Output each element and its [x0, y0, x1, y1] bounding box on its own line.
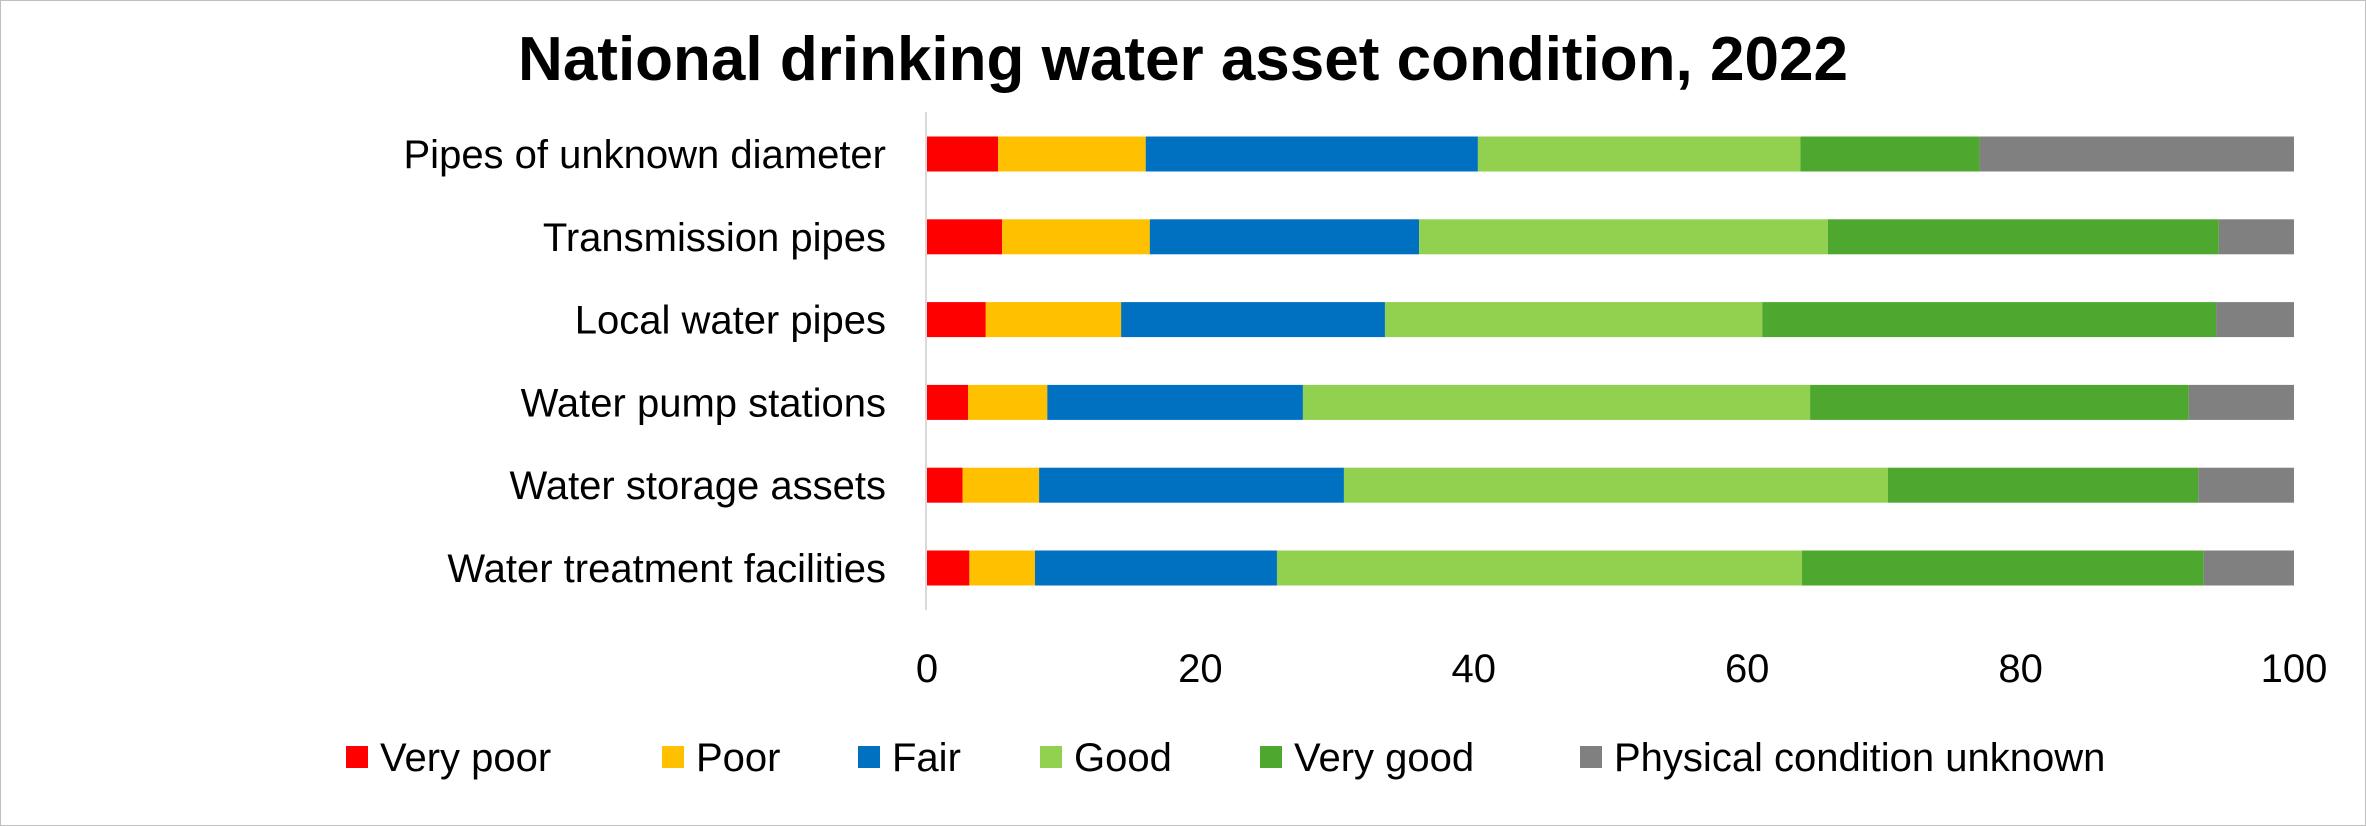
- bar-water-pump-stations-physical-condition-unknown: [2188, 384, 2294, 420]
- bar-local-water-pipes-poor: [985, 302, 1122, 338]
- x-tick-label: 40: [1452, 647, 1497, 691]
- x-tick-label: 60: [1725, 647, 1770, 691]
- bar-transmission-pipes-good: [1419, 219, 1828, 255]
- x-tick-label: 100: [2261, 647, 2328, 691]
- bar-transmission-pipes-very-good: [1827, 219, 2219, 255]
- bar-water-treatment-facilities-good: [1276, 550, 1802, 586]
- legend-swatch: [858, 746, 880, 768]
- legend-swatch: [1040, 746, 1062, 768]
- legend-label: Very good: [1294, 736, 1474, 780]
- bar-transmission-pipes-poor: [1002, 219, 1150, 255]
- category-label: Water pump stations: [521, 381, 886, 425]
- legend-label: Very poor: [380, 736, 551, 780]
- bar-water-pump-stations-very-poor: [927, 384, 969, 420]
- category-label: Transmission pipes: [543, 216, 886, 260]
- bar-local-water-pipes-good: [1384, 302, 1763, 338]
- x-axis-tick-labels: 0 20 40 60 80 100: [916, 647, 2328, 691]
- bar-water-pump-stations-fair: [1047, 384, 1303, 420]
- legend-item-poor: Poor: [662, 736, 781, 780]
- legend-swatch: [1260, 746, 1282, 768]
- legend-swatch: [1580, 746, 1602, 768]
- bar-pipes-of-unknown-diameter-poor: [998, 136, 1146, 172]
- legend-label: Poor: [696, 736, 781, 780]
- bar-pipes-of-unknown-diameter-very-good: [1800, 136, 1980, 172]
- legend-item-physical-condition-unknown: Physical condition unknown: [1580, 736, 2105, 780]
- legend-swatch: [346, 746, 368, 768]
- legend-label: Fair: [892, 736, 961, 780]
- bar-local-water-pipes-physical-condition-unknown: [2216, 302, 2294, 338]
- bar-transmission-pipes-physical-condition-unknown: [2218, 219, 2294, 255]
- x-tick-label: 0: [916, 647, 938, 691]
- category-labels: Pipes of unknown diameter Transmission pi…: [404, 133, 887, 591]
- bar-water-treatment-facilities-poor: [969, 550, 1035, 586]
- bar-water-storage-assets-very-good: [1888, 467, 2199, 503]
- bar-water-storage-assets-good: [1343, 467, 1889, 503]
- bar-water-treatment-facilities-very-good: [1801, 550, 2204, 586]
- legend-item-very-poor: Very poor: [346, 736, 551, 780]
- bar-transmission-pipes-very-poor: [927, 219, 1003, 255]
- legend-item-fair: Fair: [858, 736, 961, 780]
- bar-water-storage-assets-very-poor: [927, 467, 963, 503]
- category-label: Pipes of unknown diameter: [404, 133, 887, 177]
- bar-pipes-of-unknown-diameter-physical-condition-unknown: [1979, 136, 2294, 172]
- legend-swatch: [662, 746, 684, 768]
- bar-water-treatment-facilities-fair: [1034, 550, 1277, 586]
- bar-transmission-pipes-fair: [1149, 219, 1420, 255]
- bar-local-water-pipes-very-poor: [927, 302, 986, 338]
- legend-label: Good: [1074, 736, 1172, 780]
- bar-water-pump-stations-good: [1302, 384, 1811, 420]
- legend-label: Physical condition unknown: [1614, 736, 2105, 780]
- category-label: Water storage assets: [510, 464, 886, 508]
- category-label: Water treatment facilities: [447, 547, 886, 591]
- chart-title: National drinking water asset condition,…: [518, 25, 1848, 94]
- bar-pipes-of-unknown-diameter-good: [1477, 136, 1801, 172]
- x-tick-label: 20: [1178, 647, 1223, 691]
- bar-water-pump-stations-poor: [968, 384, 1048, 420]
- bar-water-storage-assets-poor: [962, 467, 1040, 503]
- bar-water-storage-assets-physical-condition-unknown: [2198, 467, 2294, 503]
- category-label: Local water pipes: [575, 299, 886, 343]
- bar-local-water-pipes-very-good: [1762, 302, 2217, 338]
- legend: Very poor Poor Fair Good Very good Physical c…: [346, 736, 2105, 780]
- legend-item-very-good: Very good: [1260, 736, 1474, 780]
- bar-water-pump-stations-very-good: [1810, 384, 2189, 420]
- x-tick-label: 80: [1998, 647, 2043, 691]
- bar-water-treatment-facilities-physical-condition-unknown: [2203, 550, 2294, 586]
- bar-local-water-pipes-fair: [1121, 302, 1385, 338]
- legend-item-good: Good: [1040, 736, 1172, 780]
- bars-layer: [927, 136, 2294, 586]
- bar-pipes-of-unknown-diameter-fair: [1145, 136, 1478, 172]
- bar-water-storage-assets-fair: [1039, 467, 1344, 503]
- bar-water-treatment-facilities-very-poor: [927, 550, 970, 586]
- bar-pipes-of-unknown-diameter-very-poor: [927, 136, 999, 172]
